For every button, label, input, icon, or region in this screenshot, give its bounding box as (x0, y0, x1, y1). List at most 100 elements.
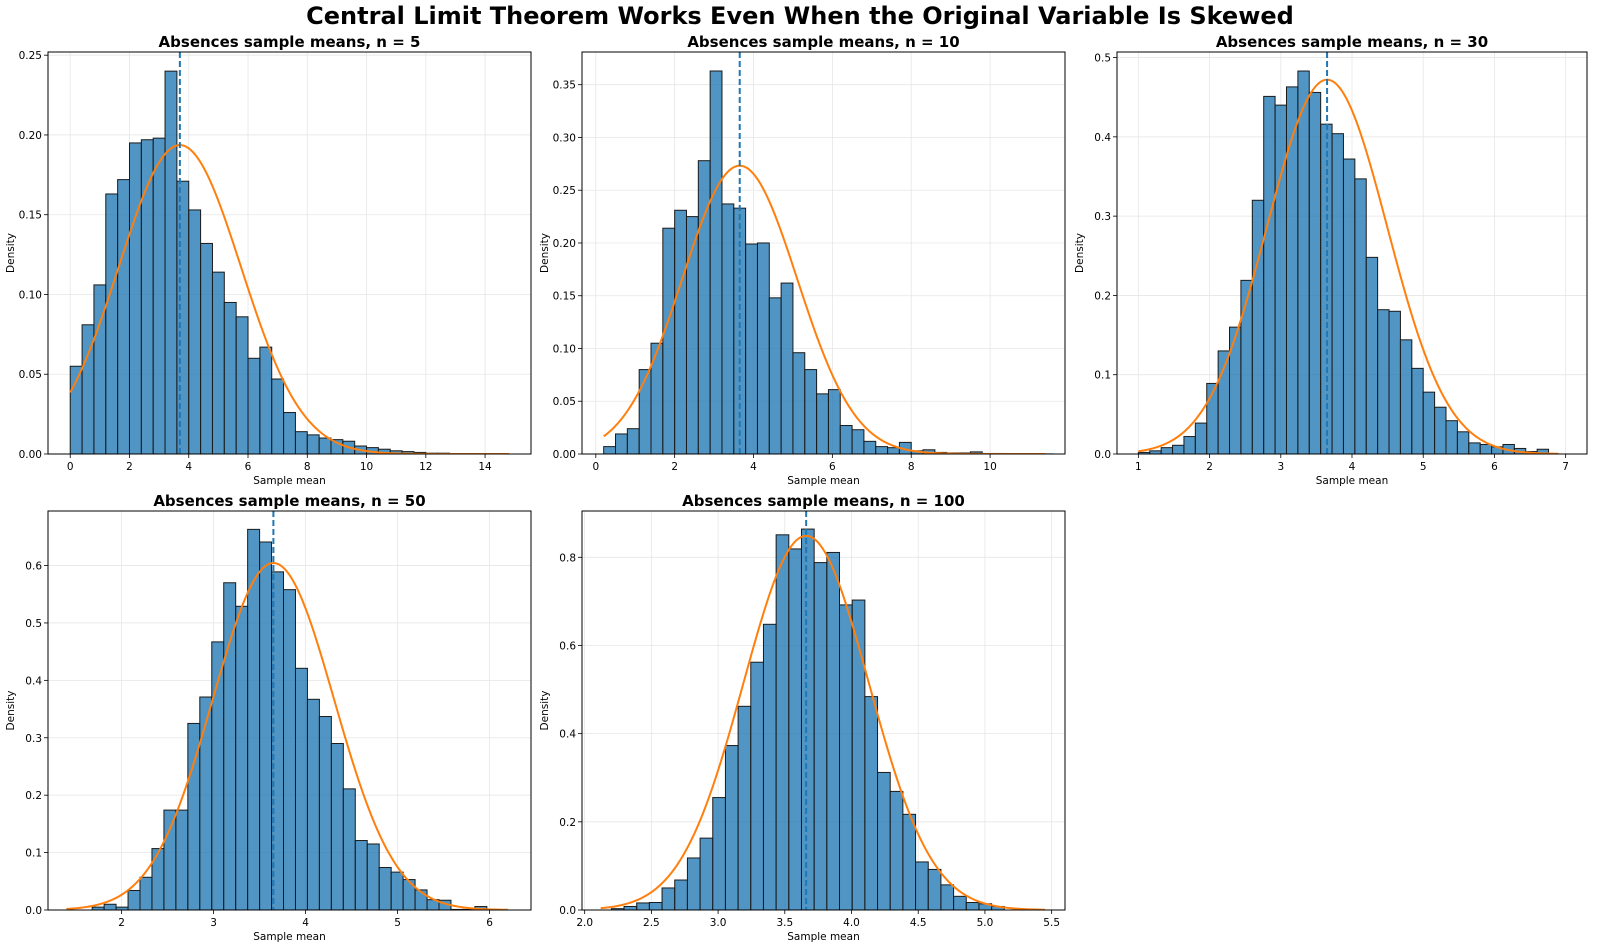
y-tick-label: 0.5 (25, 618, 42, 630)
histogram-bar (863, 440, 877, 455)
y-tick-label: 0.25 (19, 50, 42, 62)
histogram-bar (103, 903, 117, 911)
x-tick-label: 2.5 (643, 917, 660, 929)
histogram-bar (306, 698, 320, 911)
chart-panel-5: 2.0 2.5 3.0 3.5 4.0 4.5 5.0 5.5 0.0 0.2 0.4 0.6 0.8 A… (539, 492, 1066, 943)
x-tick-label: 6 (829, 461, 836, 473)
histogram-bar (623, 905, 638, 911)
chart-panel-4: 2 3 4 5 6 0.0 0.1 0.2 0.3 0.4 0.5 0.6 Absences sampl… (5, 492, 532, 943)
histogram-bar (247, 528, 261, 911)
chart-panel-1: 0 2 4 6 8 10 12 14 0.00 0.05 0.10 0.15 0.20 0.25 Absen… (5, 33, 532, 487)
histogram-bar (674, 209, 687, 455)
histogram-bar (152, 137, 166, 455)
y-tick-label: 0.25 (553, 185, 576, 197)
axes-frame (47, 510, 532, 911)
y-tick-label: 0.1 (25, 848, 42, 860)
y-tick-label: 0.4 (1094, 132, 1111, 144)
histogram-bar (1468, 442, 1481, 455)
histogram-bar (887, 447, 900, 455)
histogram-bar (283, 589, 296, 911)
histogram-bar (875, 446, 889, 455)
y-tick-label: 0.6 (559, 640, 576, 652)
histogram-bar (1411, 367, 1424, 455)
x-tick-label: 5.0 (977, 917, 994, 929)
histogram-bar (294, 431, 308, 455)
x-axis-label: Sample mean (253, 475, 326, 487)
histogram-bar (780, 282, 794, 455)
x-tick-label: 8 (908, 461, 915, 473)
y-tick-label: 0.10 (19, 289, 42, 301)
x-tick-label: 10 (360, 461, 373, 473)
histogram-bar (211, 271, 225, 455)
histogram-bar (662, 227, 676, 455)
x-tick-label: 4 (185, 461, 192, 473)
histogram-bar (768, 297, 782, 455)
histogram-bar (1172, 444, 1185, 455)
panel-title: Absences sample means, n = 100 (682, 492, 965, 510)
x-tick-label: 6 (1491, 461, 1498, 473)
histogram-bar (927, 868, 942, 911)
histogram-bar (294, 667, 308, 911)
histogram-bar (638, 369, 652, 455)
histogram-bar (953, 895, 967, 911)
histogram-bar (699, 837, 714, 911)
histogram-bar (826, 551, 841, 911)
x-tick-label: 4.5 (910, 917, 927, 929)
histogram-bar (1354, 178, 1367, 455)
histogram-bar (259, 346, 273, 455)
histogram-bar (176, 180, 190, 455)
histogram-bar (128, 142, 142, 455)
normal-curve (66, 561, 509, 910)
histogram-bar (685, 216, 699, 455)
y-tick-label: 0.20 (19, 130, 42, 142)
histogram-bar (915, 861, 929, 911)
histogram-bar (626, 428, 640, 455)
histogram-bar (839, 425, 853, 455)
y-tick-label: 0.00 (553, 449, 576, 461)
y-tick-label: 0.4 (559, 729, 576, 741)
histogram-bar (1434, 406, 1447, 455)
histogram-bar (318, 716, 332, 911)
histogram-bar (788, 548, 802, 911)
histogram-bar (1194, 422, 1208, 455)
histogram-bar (117, 179, 130, 455)
histogram-bar (390, 871, 404, 911)
histogram-bar (648, 902, 663, 911)
y-tick-label: 0.4 (25, 675, 42, 687)
histogram-bar (163, 809, 177, 911)
y-tick-label: 0.6 (25, 561, 42, 573)
y-axis-label: Density (5, 233, 17, 273)
x-tick-label: 2 (671, 461, 678, 473)
histogram-bar (1399, 339, 1413, 455)
histogram-bar (1160, 447, 1174, 455)
y-tick-label: 0.2 (1094, 290, 1111, 302)
axes-frame (47, 51, 532, 455)
histogram-bar (1240, 279, 1253, 455)
histogram-bar (151, 848, 165, 911)
x-axis-label: Sample mean (1316, 475, 1389, 487)
y-axis-label: Density (5, 691, 17, 731)
y-tick-label: 0.35 (553, 80, 576, 92)
x-tick-label: 4 (1349, 461, 1356, 473)
x-tick-label: 0 (592, 461, 599, 473)
y-tick-label: 0.30 (553, 132, 576, 144)
histogram-bar (775, 534, 790, 911)
x-tick-label: 8 (304, 461, 311, 473)
x-axis-label: Sample mean (787, 931, 860, 943)
histogram-bar (1456, 431, 1470, 455)
x-tick-label: 3.5 (776, 917, 793, 929)
histogram-bar (1263, 95, 1276, 455)
chart-panel-3: 1 2 3 4 5 6 7 0.0 0.1 0.2 0.3 0.4 0.5 Absences sample… (1074, 33, 1588, 487)
x-tick-label: 3 (1277, 461, 1284, 473)
histogram-bar (864, 696, 879, 911)
histogram-bar (902, 813, 917, 911)
y-tick-label: 0.3 (25, 733, 42, 745)
histogram-bar (756, 242, 770, 455)
y-tick-label: 0.20 (553, 238, 576, 250)
y-tick-label: 0.3 (1094, 211, 1111, 223)
histogram-bar (1342, 158, 1356, 455)
histogram-bar (223, 301, 237, 455)
normal-curve (600, 534, 1046, 910)
x-tick-label: 3 (210, 917, 217, 929)
